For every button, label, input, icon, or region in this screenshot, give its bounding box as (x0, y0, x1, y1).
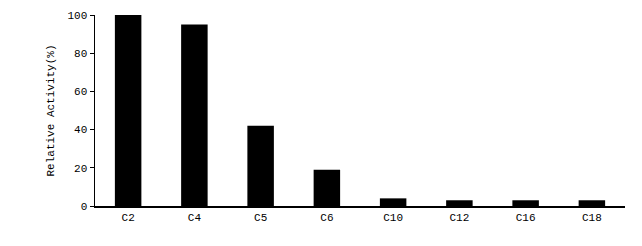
svg-text:Relative Activity(%): Relative Activity(%) (45, 44, 57, 176)
svg-text:C5: C5 (254, 212, 267, 224)
svg-text:C12: C12 (449, 212, 469, 224)
svg-text:20: 20 (74, 163, 87, 175)
svg-text:40: 40 (74, 124, 87, 136)
svg-text:C4: C4 (188, 212, 202, 224)
svg-text:C18: C18 (582, 212, 602, 224)
svg-text:C6: C6 (320, 212, 333, 224)
svg-text:100: 100 (67, 10, 87, 22)
svg-text:C16: C16 (516, 212, 536, 224)
svg-text:0: 0 (81, 201, 88, 213)
svg-text:80: 80 (74, 48, 87, 60)
svg-text:C2: C2 (122, 212, 135, 224)
svg-text:C10: C10 (383, 212, 403, 224)
svg-text:60: 60 (74, 86, 87, 98)
